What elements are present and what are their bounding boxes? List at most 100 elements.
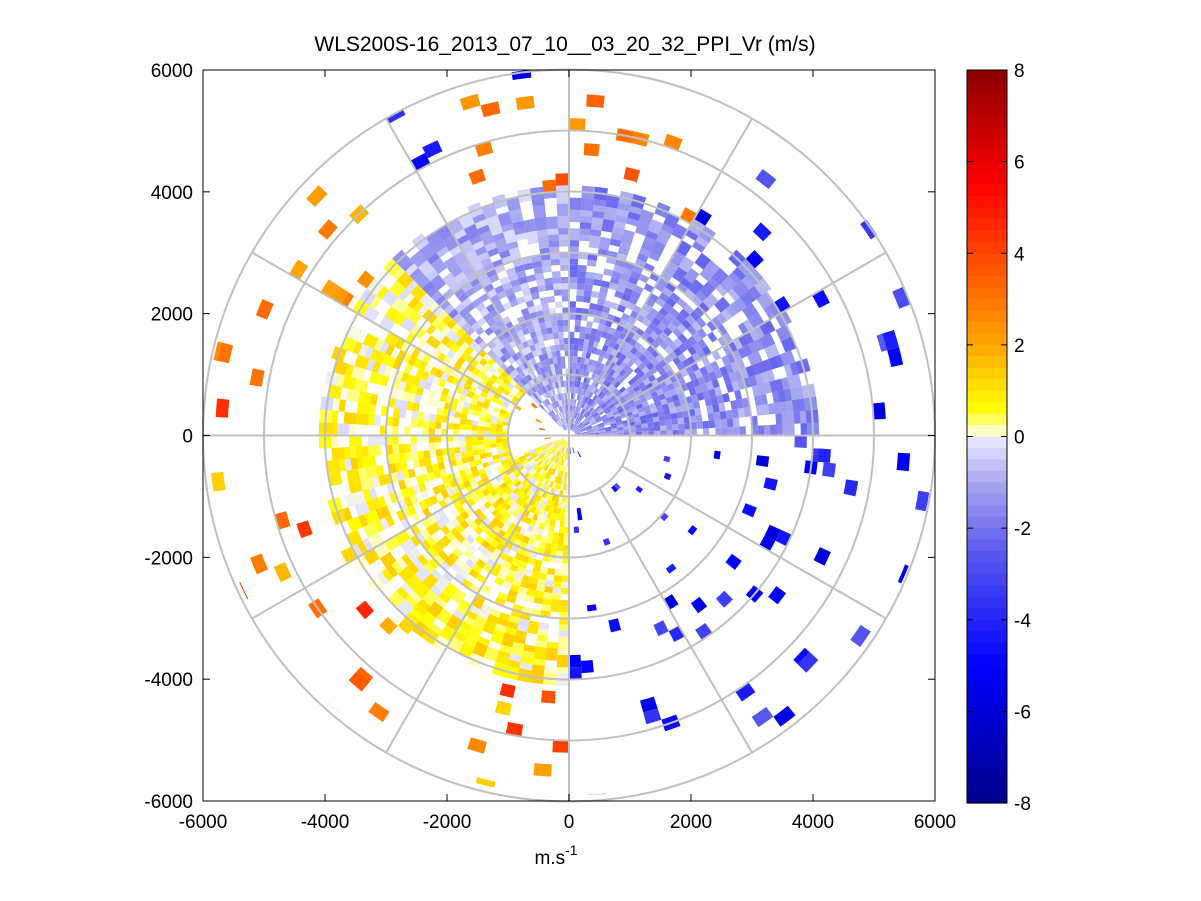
velocity-cell <box>441 475 450 484</box>
velocity-cell <box>691 321 702 332</box>
velocity-cell <box>470 358 479 368</box>
velocity-cell <box>663 472 672 481</box>
velocity-cell <box>509 563 519 573</box>
velocity-cell <box>512 477 520 485</box>
velocity-cell <box>557 381 562 388</box>
velocity-cell <box>543 592 553 600</box>
velocity-cell <box>460 474 469 483</box>
velocity-cell <box>613 329 622 338</box>
velocity-cell <box>572 425 577 431</box>
velocity-cell <box>595 329 603 337</box>
velocity-cell <box>441 387 450 396</box>
velocity-cell <box>533 596 544 605</box>
velocity-cell <box>474 475 482 483</box>
velocity-cell <box>593 432 600 435</box>
velocity-cell <box>487 460 495 467</box>
velocity-cell <box>500 472 508 479</box>
velocity-cell <box>451 323 462 334</box>
velocity-cell <box>536 584 546 593</box>
x-axis-label: m.s-1 <box>534 842 577 869</box>
velocity-cell <box>551 455 556 462</box>
velocity-cell <box>500 459 508 466</box>
velocity-cell <box>572 405 576 412</box>
velocity-cell <box>571 405 574 412</box>
velocity-cell <box>465 440 472 447</box>
velocity-cell <box>558 477 563 484</box>
velocity-cell <box>345 492 361 508</box>
velocity-cell <box>660 425 667 431</box>
colorbar-swatch <box>967 241 1007 254</box>
velocity-cell <box>540 516 547 524</box>
velocity-cell <box>485 268 497 278</box>
velocity-cell <box>643 404 651 411</box>
velocity-cell <box>534 342 541 351</box>
velocity-cell <box>760 369 776 384</box>
velocity-cell <box>490 539 500 548</box>
velocity-cell <box>526 359 533 367</box>
velocity-cell <box>497 591 508 601</box>
velocity-cell <box>576 295 584 302</box>
velocity-cell <box>653 326 663 336</box>
velocity-cell <box>666 382 675 391</box>
velocity-cell <box>850 624 871 647</box>
velocity-cell <box>404 426 411 436</box>
velocity-cell <box>652 395 661 403</box>
velocity-cell <box>576 381 581 388</box>
velocity-cell <box>492 336 501 346</box>
velocity-cell <box>523 294 533 303</box>
velocity-cell <box>569 118 586 131</box>
velocity-cell <box>415 327 426 340</box>
velocity-cell <box>457 463 465 472</box>
velocity-cell <box>512 577 522 587</box>
velocity-cell <box>432 376 441 386</box>
velocity-cell <box>663 336 674 346</box>
velocity-cell <box>477 425 485 431</box>
colorbar-swatch <box>967 344 1007 357</box>
velocity-cell <box>570 423 573 430</box>
velocity-cell <box>563 337 569 345</box>
velocity-cell <box>604 426 612 430</box>
velocity-cell <box>641 427 649 432</box>
velocity-cell <box>669 388 678 397</box>
velocity-cell <box>415 531 426 544</box>
velocity-cell <box>554 401 559 408</box>
velocity-cell <box>703 428 710 436</box>
velocity-cell <box>599 370 606 378</box>
velocity-cell <box>400 400 408 410</box>
velocity-cell <box>569 356 574 363</box>
velocity-cell <box>492 482 500 490</box>
velocity-cell <box>570 423 574 430</box>
velocity-cell <box>480 101 501 118</box>
velocity-cell <box>431 399 440 408</box>
velocity-cell <box>569 258 579 265</box>
velocity-cell <box>488 273 500 284</box>
velocity-cell <box>572 447 575 454</box>
velocity-cell <box>536 278 546 287</box>
colorbar-swatch <box>967 677 1007 690</box>
velocity-cell <box>406 401 414 411</box>
velocity-cell <box>562 496 566 503</box>
velocity-cell <box>437 462 446 471</box>
velocity-cell <box>460 520 470 530</box>
velocity-cell <box>514 264 525 274</box>
velocity-cell <box>659 340 669 350</box>
velocity-cell <box>422 435 429 444</box>
velocity-cell <box>658 307 669 317</box>
velocity-cell <box>528 582 538 591</box>
velocity-cell <box>542 353 549 361</box>
velocity-cell <box>499 346 508 355</box>
velocity-cell <box>546 451 552 458</box>
velocity-cell <box>550 461 556 469</box>
velocity-cell <box>440 428 448 436</box>
velocity-cell <box>610 276 620 285</box>
velocity-cell <box>794 435 807 448</box>
velocity-cell <box>588 417 595 423</box>
velocity-cell <box>429 413 437 422</box>
velocity-cell <box>555 414 560 421</box>
velocity-cell <box>405 344 416 356</box>
velocity-cell <box>764 524 781 541</box>
velocity-cell <box>536 397 543 404</box>
velocity-cell <box>530 357 537 365</box>
velocity-cell <box>477 430 484 436</box>
velocity-cell <box>578 424 584 429</box>
